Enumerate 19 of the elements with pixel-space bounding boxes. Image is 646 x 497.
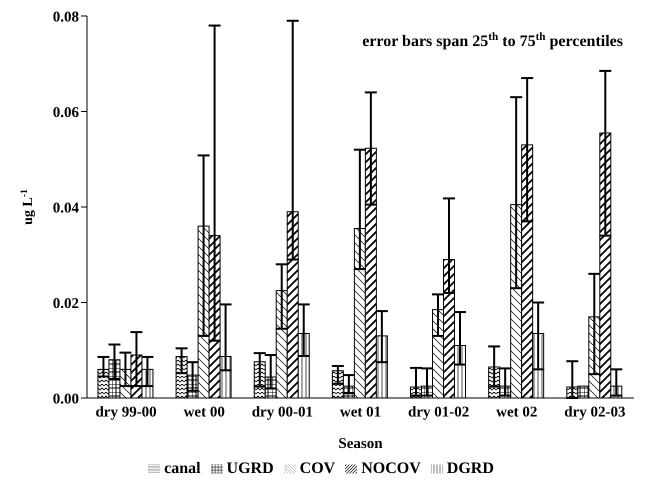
legend-label: COV: [300, 460, 336, 477]
legend-label: NOCOV: [361, 460, 421, 477]
y-tick-label: 0.04: [52, 200, 80, 216]
x-tick-label: dry 99-00: [95, 404, 157, 421]
x-tick-label: dry 00-01: [252, 404, 313, 421]
x-tick-label: wet 02: [496, 404, 538, 421]
x-tick-label: wet 01: [340, 404, 382, 421]
x-tick-label: dry 01-02: [408, 404, 470, 421]
y-tick-label: 0.00: [52, 391, 79, 408]
y-tick-label: 0.06: [52, 104, 80, 121]
legend-label: canal: [164, 460, 201, 477]
x-tick-label: dry 02-03: [564, 404, 626, 421]
y-tick-label: 0.08: [52, 9, 79, 26]
y-tick-label: 0.02: [52, 296, 79, 312]
legend-label: UGRD: [226, 460, 274, 477]
legend-label: DGRD: [446, 460, 494, 477]
x-axis-title: Season: [338, 436, 384, 452]
x-tick-label: wet 00: [184, 404, 225, 421]
annotation: error bars span 25$^{th}$ to 75$^{th}$ percentiles: [362, 31, 623, 50]
